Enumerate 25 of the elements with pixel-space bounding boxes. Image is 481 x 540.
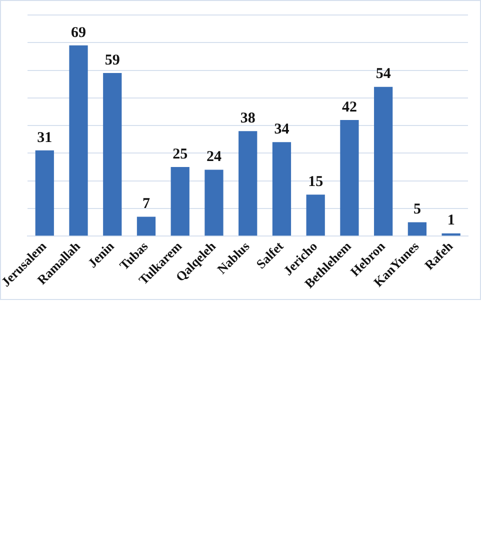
data-label: 15 [308,174,324,190]
bar [35,150,54,236]
bar [103,73,122,236]
bar [374,86,393,236]
data-label: 25 [172,146,188,162]
bar [408,222,427,236]
bar [69,45,88,236]
data-label: 59 [104,52,120,68]
bar [204,170,224,236]
bar [340,120,359,236]
data-label: 69 [71,24,86,41]
bar [272,142,292,236]
data-label: 31 [37,130,52,146]
data-label: 38 [240,110,256,126]
data-label: 54 [376,66,392,82]
data-label: 24 [206,149,222,166]
bar [136,216,156,236]
data-label: 34 [274,122,290,138]
data-label: 7 [142,196,150,212]
bar [238,131,258,236]
data-label: 5 [413,202,421,218]
data-label: 42 [342,99,357,116]
bar [306,194,325,236]
bar [170,167,190,236]
data-label: 1 [447,212,455,229]
